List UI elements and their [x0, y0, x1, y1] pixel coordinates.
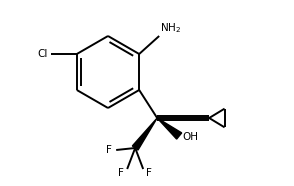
Text: OH: OH [182, 132, 198, 142]
Text: NH$_2$: NH$_2$ [160, 21, 181, 35]
Text: F: F [106, 145, 112, 155]
Polygon shape [132, 118, 157, 150]
Text: F: F [118, 168, 124, 178]
Text: Cl: Cl [37, 49, 48, 59]
Text: F: F [146, 168, 152, 178]
Polygon shape [157, 118, 182, 139]
